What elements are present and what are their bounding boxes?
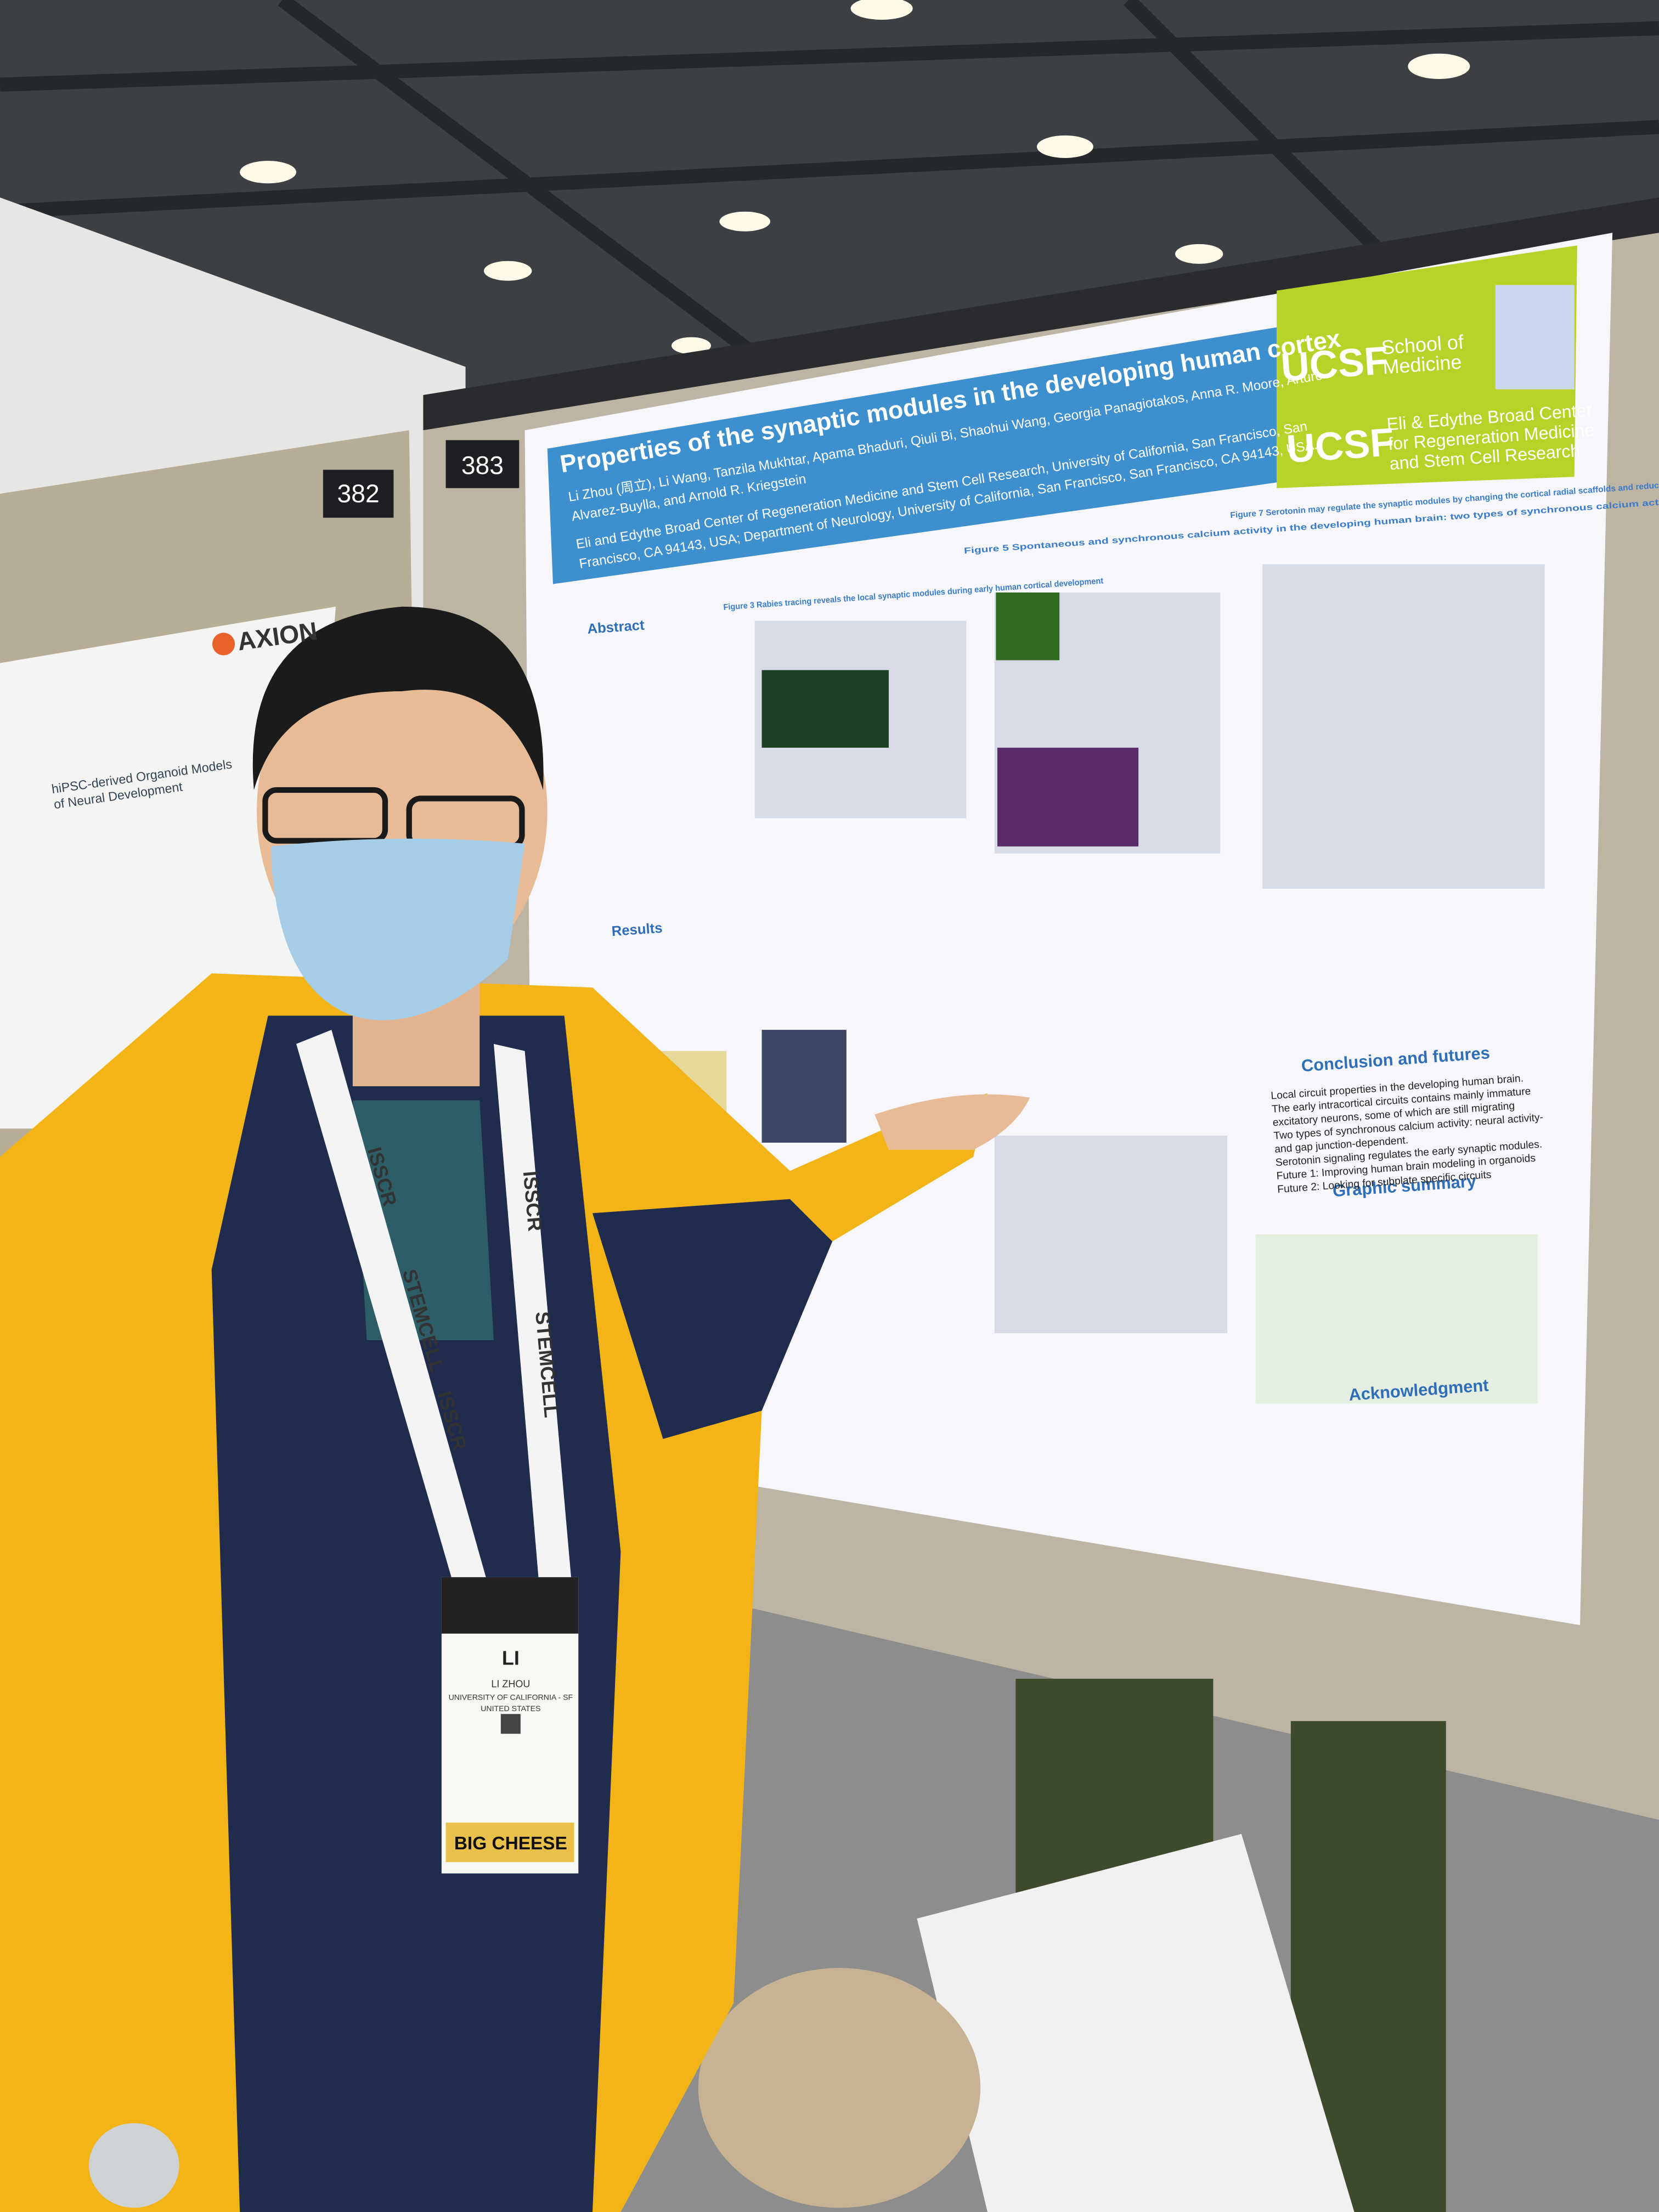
badge-ribbon: BIG CHEESE	[454, 1833, 567, 1854]
light	[484, 261, 532, 281]
truss	[0, 120, 1659, 219]
badge-country: UNITED STATES	[481, 1704, 540, 1713]
figure	[1262, 564, 1545, 889]
light	[1037, 135, 1093, 158]
qr-code	[500, 1714, 521, 1734]
bag	[698, 1968, 981, 2208]
booth-tag	[445, 440, 520, 488]
author-photo	[1495, 285, 1575, 390]
title-band	[547, 327, 1277, 584]
lanyard	[296, 1030, 487, 1587]
badge-full-name: LI ZHOU	[491, 1678, 530, 1689]
ceiling-trusses	[0, 0, 1659, 429]
light	[1408, 53, 1470, 79]
booth-number: 383	[461, 451, 504, 479]
light	[719, 211, 770, 232]
lanyard	[494, 1043, 572, 1583]
truss	[0, 21, 1659, 92]
figure	[997, 747, 1139, 847]
board-frame	[423, 198, 1659, 431]
lens	[262, 787, 388, 844]
badge-header	[441, 1577, 579, 1634]
mask	[270, 838, 525, 1020]
badge-institution: UNIVERSITY OF CALIFORNIA - SF	[449, 1693, 573, 1702]
sleeve	[592, 1199, 833, 1439]
ceiling-lights	[240, 0, 1470, 354]
booth-number: 382	[337, 479, 380, 507]
light	[240, 161, 296, 184]
figure	[996, 592, 1060, 661]
paper-bag	[917, 1833, 1355, 2212]
figure	[761, 670, 889, 748]
water-bottle	[89, 2123, 179, 2208]
figure	[994, 1136, 1228, 1333]
lanyard-text: ISSCR	[519, 1170, 546, 1232]
logo-text: Medicine	[1382, 351, 1463, 379]
section-heading: Results	[611, 921, 663, 939]
figure	[761, 1030, 847, 1143]
light	[1175, 244, 1223, 264]
poster-figures	[606, 564, 1545, 1404]
brand-icon	[212, 633, 235, 656]
figure	[1255, 1234, 1538, 1404]
logo-brand: UCSF	[1279, 338, 1390, 390]
logo-brand: UCSF	[1285, 420, 1396, 471]
badge-first-name: LI	[502, 1646, 520, 1669]
hair	[252, 606, 544, 790]
hand	[874, 1094, 1030, 1150]
light	[850, 0, 913, 20]
light	[672, 337, 711, 354]
badge-ribbon	[445, 1822, 574, 1863]
booth-tag	[323, 470, 394, 518]
truss	[1124, 0, 1416, 287]
